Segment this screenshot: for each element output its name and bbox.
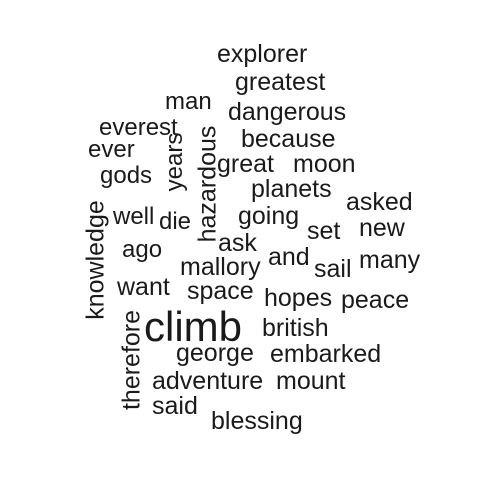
word-moon: moon: [293, 150, 356, 178]
word-many: many: [359, 246, 421, 274]
word-new: new: [359, 214, 405, 242]
word-years: years: [161, 132, 188, 192]
word-climb: climb: [144, 303, 243, 350]
word-british: british: [262, 314, 329, 342]
word-gods: gods: [100, 162, 153, 189]
word-explorer: explorer: [217, 40, 308, 68]
word-peace: peace: [341, 286, 410, 314]
word-everest: everest: [99, 114, 178, 141]
word-therefore: therefore: [117, 309, 146, 411]
word-die: die: [159, 208, 192, 235]
word-sail: sail: [314, 255, 352, 283]
word-mount: mount: [276, 367, 346, 395]
word-blessing: blessing: [211, 407, 303, 435]
word-planets: planets: [251, 175, 332, 203]
word-george: george: [176, 339, 254, 367]
word-asked: asked: [346, 188, 413, 216]
word-adventure: adventure: [152, 367, 264, 395]
word-set: set: [307, 217, 341, 245]
word-and: and: [268, 243, 310, 271]
word-hopes: hopes: [264, 284, 333, 312]
word-dangerous: dangerous: [228, 98, 347, 126]
word-hazardous: hazardous: [193, 125, 222, 243]
word-mallory: mallory: [180, 253, 261, 281]
word-space: space: [187, 277, 254, 305]
word-greatest: greatest: [235, 68, 326, 96]
word-said: said: [152, 392, 198, 420]
word-ever: ever: [88, 136, 135, 163]
word-because: because: [241, 125, 336, 153]
word-great: great: [217, 150, 274, 178]
word-man: man: [165, 88, 212, 115]
word-knowledge: knowledge: [81, 200, 110, 320]
word-ago: ago: [122, 236, 163, 263]
word-want: want: [117, 273, 170, 301]
word-ask: ask: [218, 229, 257, 257]
word-well: well: [113, 203, 155, 230]
word-going: going: [238, 202, 300, 230]
word-embarked: embarked: [270, 340, 382, 368]
